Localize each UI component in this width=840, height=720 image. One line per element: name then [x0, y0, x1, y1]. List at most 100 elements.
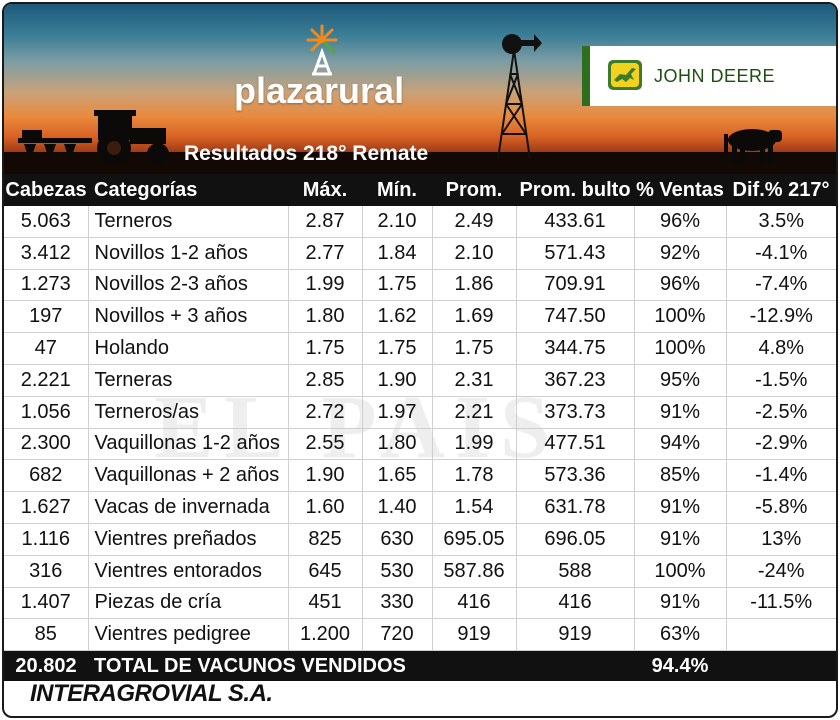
- table-cell: 3.5%: [726, 206, 836, 238]
- table-cell: 85: [4, 618, 89, 652]
- table-cell: Terneros/as: [88, 396, 289, 429]
- table-row: 2.221 Terneras 2.85 1.90 2.31 367.23 95% -1.5%: [4, 364, 836, 397]
- page-title: Resultados 218° Remate: [184, 142, 429, 165]
- table-cell: Vacas de invernada: [88, 491, 289, 524]
- table-row: 197 Novillos + 3 años 1.80 1.62 1.69 747.50 10…: [4, 300, 836, 334]
- windmill-icon: [497, 34, 542, 159]
- table-cell: -12.9%: [726, 300, 836, 334]
- brand-name: plazarural: [234, 70, 405, 111]
- column-header: Mín.: [362, 174, 432, 206]
- table-cell: 100%: [634, 300, 727, 334]
- table-row: 682 Vaquillonas + 2 años 1.90 1.65 1.78 573.3…: [4, 459, 836, 493]
- table-row: 316 Vientres entorados 645 530 587.86 588 100%…: [4, 555, 836, 588]
- table-cell: 695.05: [432, 523, 517, 556]
- table-row: 1.273 Novillos 2-3 años 1.99 1.75 1.86 709.91…: [4, 269, 836, 302]
- table-cell: 587.86: [432, 555, 517, 588]
- table-cell: 1.200: [288, 618, 363, 652]
- table-cell: 91%: [634, 523, 727, 556]
- table-cell: 2.72: [288, 396, 363, 429]
- table-cell: 330: [362, 587, 433, 620]
- table-cell: 2.77: [288, 237, 363, 270]
- table-cell: 696.05: [516, 523, 635, 556]
- table-cell: 1.90: [288, 459, 363, 493]
- table-cell: 2.221: [4, 364, 89, 397]
- table-cell: 316: [4, 555, 89, 588]
- table-cell: 588: [516, 555, 635, 588]
- table-cell: 13%: [726, 523, 836, 556]
- table-cell: 1.78: [432, 459, 517, 493]
- table-cell: Novillos 2-3 años: [88, 269, 289, 302]
- table-cell: 2.55: [288, 428, 363, 461]
- table-cell: 2.85: [288, 364, 363, 397]
- table-row: 47 Holando 1.75 1.75 1.75 344.75 100% 4.8%: [4, 332, 836, 365]
- table-cell: -4.1%: [726, 237, 836, 270]
- table-cell: Vaquillonas + 2 años: [88, 459, 289, 493]
- table-cell: 85%: [634, 459, 727, 493]
- table-cell: -5.8%: [726, 491, 836, 524]
- table-cell: 1.75: [362, 269, 433, 302]
- table-cell: -11.5%: [726, 587, 836, 620]
- table-cell: 1.62: [362, 300, 433, 334]
- table-cell: 91%: [634, 396, 727, 429]
- table-body: 5.063 Terneros 2.87 2.10 2.49 433.61 96% 3.5% 3.…: [4, 206, 836, 652]
- total-row: 20.802 TOTAL DE VACUNOS VENDIDOS 94.4%: [4, 650, 836, 682]
- table-cell: -24%: [726, 555, 836, 588]
- column-header: Categorías: [88, 174, 288, 206]
- tractor-icon: [18, 110, 169, 165]
- table-cell: 5.063: [4, 206, 89, 238]
- table-cell: Terneras: [88, 364, 289, 397]
- table-cell: 1.65: [362, 459, 433, 493]
- total-cabezas: 20.802: [4, 650, 88, 682]
- table-cell: 4.8%: [726, 332, 836, 365]
- table-cell: 2.31: [432, 364, 517, 397]
- table-cell: -1.5%: [726, 364, 836, 397]
- table-cell: Vientres entorados: [88, 555, 289, 588]
- table-cell: 1.75: [362, 332, 433, 365]
- table-cell: Vaquillonas 1-2 años: [88, 428, 289, 461]
- table-cell: 1.69: [432, 300, 517, 334]
- table-cell: 1.80: [288, 300, 363, 334]
- table-cell: 47: [4, 332, 89, 365]
- table-cell: 1.99: [432, 428, 517, 461]
- table-cell: 1.60: [288, 491, 363, 524]
- table-cell: 91%: [634, 587, 727, 620]
- table-cell: 720: [362, 618, 433, 652]
- table-row: 1.407 Piezas de cría 451 330 416 416 91% -11.5%: [4, 587, 836, 620]
- table-cell: 1.99: [288, 269, 363, 302]
- table-cell: 1.627: [4, 491, 89, 524]
- table-row: 3.412 Novillos 1-2 años 2.77 1.84 2.10 571.43…: [4, 237, 836, 270]
- table-cell: 682: [4, 459, 89, 493]
- table-cell: 197: [4, 300, 89, 334]
- column-header: Cabezas: [4, 174, 88, 206]
- table-cell: 2.87: [288, 206, 363, 238]
- table-cell: 630: [362, 523, 433, 556]
- column-header: Prom. bulto: [516, 174, 634, 206]
- table-cell: 919: [516, 618, 635, 652]
- table-cell: 571.43: [516, 237, 635, 270]
- table-cell: 91%: [634, 491, 727, 524]
- header-banner: plazarural: [4, 4, 836, 174]
- table-cell: 416: [516, 587, 635, 620]
- table-cell: 1.116: [4, 523, 89, 556]
- table-cell: 1.90: [362, 364, 433, 397]
- table-cell: 1.40: [362, 491, 433, 524]
- total-empty: [726, 650, 836, 682]
- cow-icon: [724, 129, 782, 164]
- ground-silhouette: [4, 152, 836, 174]
- table-cell: -2.5%: [726, 396, 836, 429]
- table-cell: 373.73: [516, 396, 635, 429]
- table-row: 85 Vientres pedigree 1.200 720 919 919 63%: [4, 618, 836, 652]
- table-cell: 2.49: [432, 206, 517, 238]
- table-cell: 95%: [634, 364, 727, 397]
- table-cell: 645: [288, 555, 363, 588]
- table-cell: 2.21: [432, 396, 517, 429]
- table-cell: 709.91: [516, 269, 635, 302]
- results-table-container: Cabezas Categorías Máx. Mín. Prom. Prom. bult…: [4, 174, 836, 682]
- table-cell: 416: [432, 587, 517, 620]
- table-cell: 1.407: [4, 587, 89, 620]
- table-cell: Terneros: [88, 206, 289, 238]
- table-cell: 433.61: [516, 206, 635, 238]
- table-cell: 96%: [634, 206, 727, 238]
- table-cell: 344.75: [516, 332, 635, 365]
- total-label: TOTAL DE VACUNOS VENDIDOS: [88, 650, 634, 682]
